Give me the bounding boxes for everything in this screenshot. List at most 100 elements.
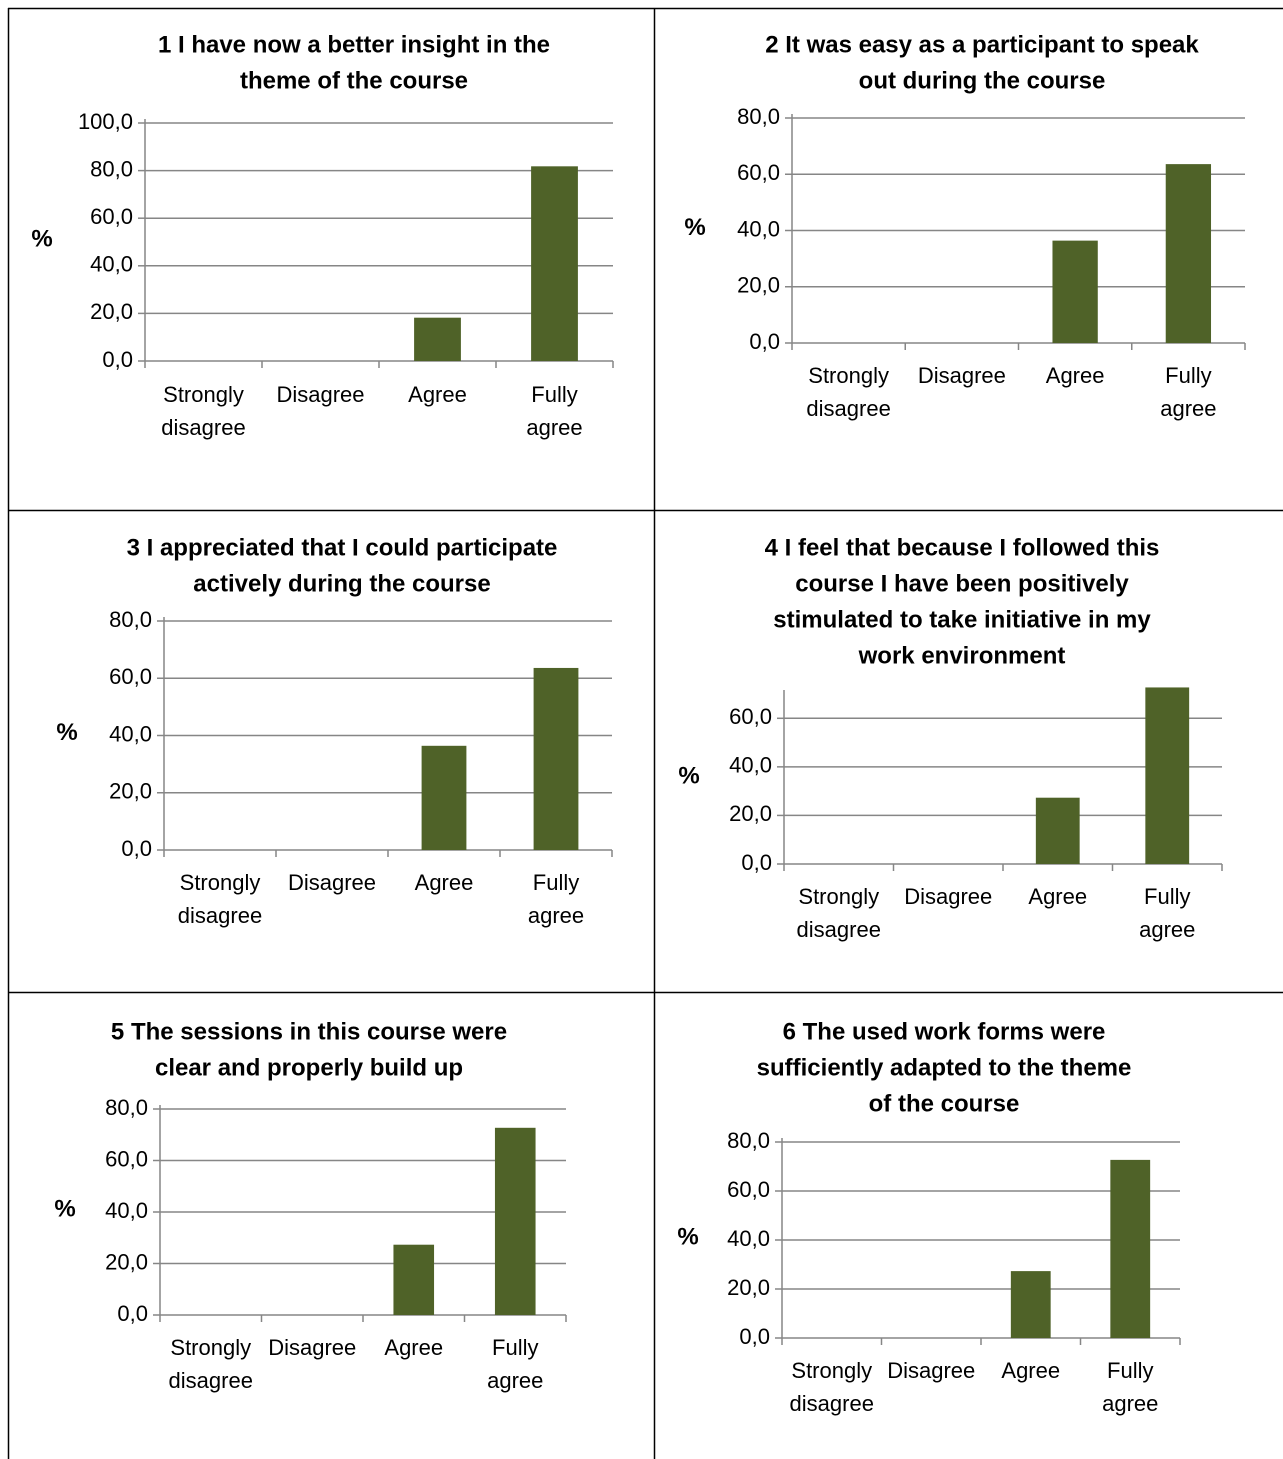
chart-6-category-label: Agree xyxy=(1001,1358,1060,1383)
chart-6-category-label: Strongly xyxy=(791,1358,872,1383)
chart-3-bar xyxy=(533,667,579,850)
chart-1: 1 I have now a better insight in the them… xyxy=(31,31,614,440)
chart-1-title-line: theme of the course xyxy=(240,67,468,94)
chart-5: 5 The sessions in this course were clear … xyxy=(54,1018,567,1393)
chart-6-title-line: sufficiently adapted to the theme xyxy=(757,1054,1132,1081)
chart-6-category-label: Disagree xyxy=(887,1358,975,1383)
chart-1-ylabel: % xyxy=(31,225,52,252)
chart-2-ytick-label: 40,0 xyxy=(737,216,780,241)
chart-5-category-label: Agree xyxy=(384,1335,443,1360)
chart-3-ytick-label: 80,0 xyxy=(109,607,152,632)
chart-6-category-label: disagree xyxy=(790,1391,874,1416)
chart-6-ytick-label: 80,0 xyxy=(727,1128,770,1153)
chart-4-ytick-label: 20,0 xyxy=(729,801,772,826)
chart-3-title-line: actively during the course xyxy=(193,570,490,597)
chart-2-category-label: Agree xyxy=(1046,363,1105,388)
chart-2-bar xyxy=(1052,240,1098,343)
chart-4-ytick-label: 40,0 xyxy=(729,753,772,778)
chart-3-category-label: agree xyxy=(528,903,584,928)
chart-6-ytick-label: 20,0 xyxy=(727,1275,770,1300)
chart-1-category-label: Fully xyxy=(531,382,577,407)
chart-1-ytick-label: 100,0 xyxy=(78,109,133,134)
chart-2-bar xyxy=(1165,164,1212,343)
chart-6-title-line: 6 The used work forms were xyxy=(783,1018,1106,1045)
chart-4-category-label: Disagree xyxy=(904,884,992,909)
chart-1-ytick-label: 20,0 xyxy=(90,299,133,324)
chart-1-bar xyxy=(531,166,578,361)
chart-4-category-label: Agree xyxy=(1028,884,1087,909)
chart-6-category-label: Fully xyxy=(1107,1358,1153,1383)
chart-1-title-line: 1 I have now a better insight in the xyxy=(158,31,550,58)
chart-1-bar xyxy=(414,317,461,361)
chart-1-category-label: disagree xyxy=(161,415,245,440)
chart-3-category-label: Agree xyxy=(415,870,474,895)
chart-5-bar xyxy=(494,1127,536,1315)
chart-6-title-line: of the course xyxy=(869,1090,1020,1117)
chart-2-title-line: 2 It was easy as a participant to speak xyxy=(765,31,1199,58)
chart-4-ytick-label: 0,0 xyxy=(741,850,772,875)
chart-5-ytick-label: 80,0 xyxy=(105,1095,148,1120)
chart-2-ytick-label: 0,0 xyxy=(749,329,780,354)
chart-4-title-line: stimulated to take initiative in my xyxy=(773,606,1151,633)
chart-2-category-label: disagree xyxy=(806,396,890,421)
chart-2-category-label: Disagree xyxy=(918,363,1006,388)
chart-5-title-line: 5 The sessions in this course were xyxy=(111,1018,507,1045)
chart-6-ytick-label: 40,0 xyxy=(727,1226,770,1251)
chart-1-ytick-label: 0,0 xyxy=(102,347,133,372)
chart-1-category-label: Agree xyxy=(408,382,467,407)
chart-5-category-label: Fully xyxy=(492,1335,538,1360)
chart-4-title-line: 4 I feel that because I followed this xyxy=(765,534,1160,561)
chart-3-bar xyxy=(421,745,467,850)
chart-6-category-label: agree xyxy=(1102,1391,1158,1416)
chart-3: 3 I appreciated that I could participate… xyxy=(56,534,613,928)
chart-5-category-label: Disagree xyxy=(268,1335,356,1360)
chart-4-category-label: disagree xyxy=(797,917,881,942)
chart-5-category-label: disagree xyxy=(169,1368,253,1393)
chart-1-category-label: Strongly xyxy=(163,382,244,407)
chart-6-ylabel: % xyxy=(677,1223,698,1250)
chart-5-category-label: Strongly xyxy=(170,1335,251,1360)
chart-2-ytick-label: 60,0 xyxy=(737,160,780,185)
chart-2-ytick-label: 80,0 xyxy=(737,104,780,129)
chart-5-ytick-label: 40,0 xyxy=(105,1198,148,1223)
chart-2-ytick-label: 20,0 xyxy=(737,273,780,298)
chart-3-title-line: 3 I appreciated that I could participate xyxy=(127,534,558,561)
chart-1-category-label: Disagree xyxy=(276,382,364,407)
chart-2-ylabel: % xyxy=(684,214,705,241)
chart-5-ylabel: % xyxy=(54,1195,75,1222)
chart-5-bar xyxy=(393,1244,435,1315)
chart-3-ytick-label: 60,0 xyxy=(109,664,152,689)
chart-4-category-label: agree xyxy=(1139,917,1195,942)
chart-5-ytick-label: 20,0 xyxy=(105,1249,148,1274)
chart-2-title-line: out during the course xyxy=(859,67,1106,94)
chart-layer: 1 I have now a better insight in the them… xyxy=(31,31,1246,1416)
chart-3-ytick-label: 20,0 xyxy=(109,779,152,804)
chart-6-ytick-label: 0,0 xyxy=(739,1324,770,1349)
chart-3-category-label: Strongly xyxy=(180,870,261,895)
chart-3-category-label: Disagree xyxy=(288,870,376,895)
chart-6-bar xyxy=(1010,1271,1051,1338)
chart-3-ytick-label: 40,0 xyxy=(109,721,152,746)
chart-3-ytick-label: 0,0 xyxy=(121,836,152,861)
chart-4-bar xyxy=(1035,797,1080,864)
chart-2-category-label: agree xyxy=(1160,396,1216,421)
table-borders xyxy=(7,7,1283,1459)
chart-2-category-label: Fully xyxy=(1165,363,1211,388)
chart-1-ytick-label: 40,0 xyxy=(90,252,133,277)
chart-1-ytick-label: 60,0 xyxy=(90,204,133,229)
chart-5-ytick-label: 0,0 xyxy=(117,1301,148,1326)
chart-2-category-label: Strongly xyxy=(808,363,889,388)
chart-4-title-line: work environment xyxy=(858,642,1066,669)
chart-3-category-label: Fully xyxy=(533,870,579,895)
chart-1-category-label: agree xyxy=(526,415,582,440)
chart-2: 2 It was easy as a participant to speak o… xyxy=(684,31,1246,421)
chart-4-bar xyxy=(1145,687,1190,864)
chart-6-bar xyxy=(1110,1159,1151,1338)
chart-4-ytick-label: 60,0 xyxy=(729,704,772,729)
chart-5-title-line: clear and properly build up xyxy=(155,1054,463,1081)
chart-4-category-label: Strongly xyxy=(798,884,879,909)
chart-3-category-label: disagree xyxy=(178,903,262,928)
chart-1-ytick-label: 80,0 xyxy=(90,156,133,181)
chart-4: 4 I feel that because I followed this cou… xyxy=(678,534,1223,942)
